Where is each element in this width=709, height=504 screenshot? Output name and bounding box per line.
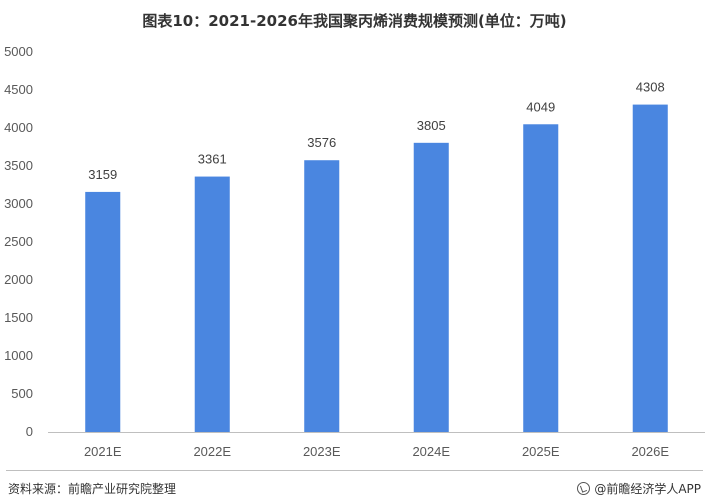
y-tick-label: 2500 xyxy=(4,234,33,249)
data-labels: 3159 3361 3576 3805 4049 4308 xyxy=(88,80,664,182)
y-tick-label: 5000 xyxy=(4,44,33,59)
bar xyxy=(304,160,340,432)
data-label: 4049 xyxy=(526,99,555,114)
source-note: 资料来源：前瞻产业研究院整理 xyxy=(8,482,177,496)
y-tick-label: 4500 xyxy=(4,82,33,97)
footer: 资料来源：前瞻产业研究院整理 @前瞻经济学人APP xyxy=(0,470,709,504)
y-tick-label: 2000 xyxy=(4,272,33,287)
data-label: 3576 xyxy=(307,135,336,150)
bar xyxy=(413,142,449,432)
bars xyxy=(85,104,668,432)
bar xyxy=(632,104,668,432)
y-tick-label: 1000 xyxy=(4,348,33,363)
data-label: 4308 xyxy=(636,80,665,95)
x-tick-label: 2021E xyxy=(84,444,122,459)
x-tick-label: 2026E xyxy=(631,444,669,459)
chart-title: 图表10：2021-2026年我国聚丙烯消费规模预测(单位：万吨) xyxy=(142,12,567,30)
y-tick-label: 500 xyxy=(11,386,33,401)
bar xyxy=(85,191,121,432)
x-tick-label: 2025E xyxy=(522,444,560,459)
data-label: 3805 xyxy=(417,118,446,133)
y-tick-label: 4000 xyxy=(4,120,33,135)
qianzhan-logo-icon xyxy=(577,482,591,495)
brand: @前瞻经济学人APP xyxy=(577,480,701,497)
y-tick-label: 1500 xyxy=(4,310,33,325)
brand-text: @前瞻经济学人APP xyxy=(594,482,701,496)
footer-divider xyxy=(6,470,703,471)
y-axis-ticks: 0 500 1000 1500 2000 2500 3000 3500 4000 4500 5000 xyxy=(4,44,33,439)
x-tick-label: 2024E xyxy=(412,444,450,459)
x-tick-label: 2022E xyxy=(193,444,231,459)
y-tick-label: 3000 xyxy=(4,196,33,211)
bar xyxy=(523,124,559,432)
y-tick-label: 0 xyxy=(26,424,33,439)
x-axis-ticks: 2021E 2022E 2023E 2024E 2025E 2026E xyxy=(84,444,669,459)
bar xyxy=(194,176,230,432)
y-tick-label: 3500 xyxy=(4,158,33,173)
data-label: 3159 xyxy=(88,167,117,182)
x-tick-label: 2023E xyxy=(303,444,341,459)
data-label: 3361 xyxy=(198,152,227,167)
